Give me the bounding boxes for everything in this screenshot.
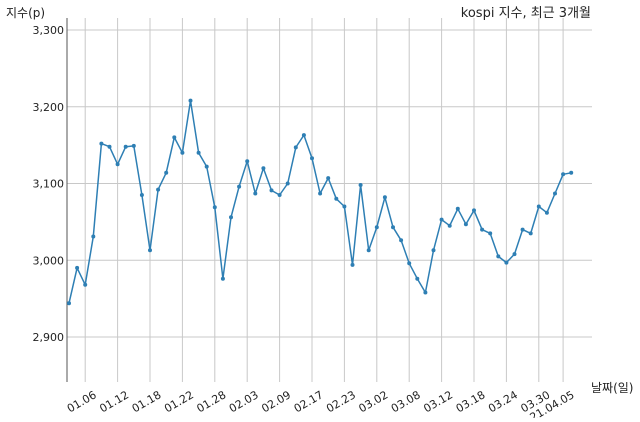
data-point: [229, 215, 233, 220]
y-tick-labels: 2,900 3,000 3,100 3,200 3,300: [33, 24, 65, 344]
data-point: [269, 188, 274, 193]
data-point: [342, 204, 347, 209]
x-tick-label: 03.18: [454, 388, 488, 415]
data-point: [123, 144, 128, 149]
data-point: [212, 205, 217, 210]
y-tick-label: 3,300: [33, 24, 65, 37]
data-point: [407, 261, 412, 266]
data-point: [237, 184, 242, 189]
data-point: [75, 265, 80, 270]
data-point: [374, 225, 379, 230]
x-tick-label: 03.12: [421, 388, 455, 415]
x-tick-label: 02.09: [259, 388, 293, 415]
data-point: [301, 133, 306, 138]
data-point: [245, 159, 250, 164]
data-point: [504, 260, 509, 265]
data-point: [253, 191, 258, 196]
data-point: [285, 181, 290, 186]
x-tick-label: 03.02: [357, 388, 391, 415]
data-point: [261, 166, 266, 171]
data-point: [172, 135, 177, 140]
data-point: [520, 227, 525, 232]
data-point: [180, 150, 185, 155]
y-tick-label: 3,000: [33, 254, 65, 267]
data-point: [156, 187, 161, 192]
data-point: [293, 145, 298, 150]
data-point: [366, 248, 371, 253]
y-tick-label: 3,200: [33, 101, 65, 114]
chart-title: kospi 지수, 최근 3개월: [461, 6, 591, 21]
data-point: [423, 290, 428, 295]
data-point: [196, 150, 201, 155]
x-axis-title: 날짜(일): [591, 381, 633, 395]
x-tick-label: 01.12: [97, 388, 131, 415]
data-point: [115, 162, 120, 167]
series-line: [68, 99, 572, 304]
data-point: [188, 98, 193, 103]
x-tick-label: 02.03: [227, 388, 261, 415]
data-point: [439, 217, 444, 222]
x-tick-label: 03.08: [389, 388, 423, 415]
y-tick-label: 3,100: [33, 178, 65, 191]
x-tick-label: 01.28: [195, 388, 229, 415]
x-tick-label: 01.18: [130, 388, 164, 415]
data-point: [67, 301, 71, 306]
data-point: [472, 208, 476, 213]
x-tick-label: 01.22: [162, 388, 196, 415]
data-point: [148, 248, 152, 253]
data-point: [358, 183, 363, 187]
data-point: [569, 170, 574, 175]
data-point: [350, 262, 355, 267]
x-tick-label: 02.17: [292, 388, 326, 415]
data-point: [553, 191, 557, 196]
y-axis-title: 지수(p): [6, 6, 45, 20]
x-tick-labels: 01.0601.1201.1801.2201.2802.0302.0902.17…: [65, 388, 577, 422]
data-point: [220, 276, 225, 281]
data-point: [480, 227, 485, 232]
data-point: [431, 248, 436, 253]
data-point: [512, 252, 517, 257]
data-point: [399, 238, 404, 243]
data-point: [544, 210, 549, 215]
data-point: [326, 176, 331, 181]
data-point: [488, 231, 493, 236]
data-point: [139, 193, 144, 197]
data-point: [528, 231, 533, 236]
data-point: [83, 282, 88, 287]
x-tick-label: 01.06: [65, 388, 99, 415]
data-point: [91, 234, 96, 239]
data-point: [318, 191, 323, 196]
grid: [67, 18, 592, 382]
x-tick-label: 02.23: [324, 388, 358, 415]
data-point: [561, 172, 566, 177]
data-point: [99, 141, 104, 146]
data-point: [415, 276, 420, 281]
data-point: [463, 222, 468, 227]
data-point: [107, 144, 112, 149]
y-tick-label: 2,900: [33, 331, 65, 344]
x-tick-label: 03.24: [486, 388, 520, 415]
data-point: [536, 204, 541, 209]
data-point: [204, 164, 209, 169]
data-point: [455, 206, 460, 211]
data-point: [131, 143, 136, 148]
data-point: [334, 196, 339, 201]
data-point: [382, 195, 387, 200]
data-point: [447, 223, 452, 228]
data-point: [496, 254, 501, 259]
series: [67, 98, 574, 306]
data-point: [277, 193, 282, 197]
data-point: [391, 225, 395, 230]
data-point: [310, 156, 314, 161]
data-point: [164, 170, 169, 175]
